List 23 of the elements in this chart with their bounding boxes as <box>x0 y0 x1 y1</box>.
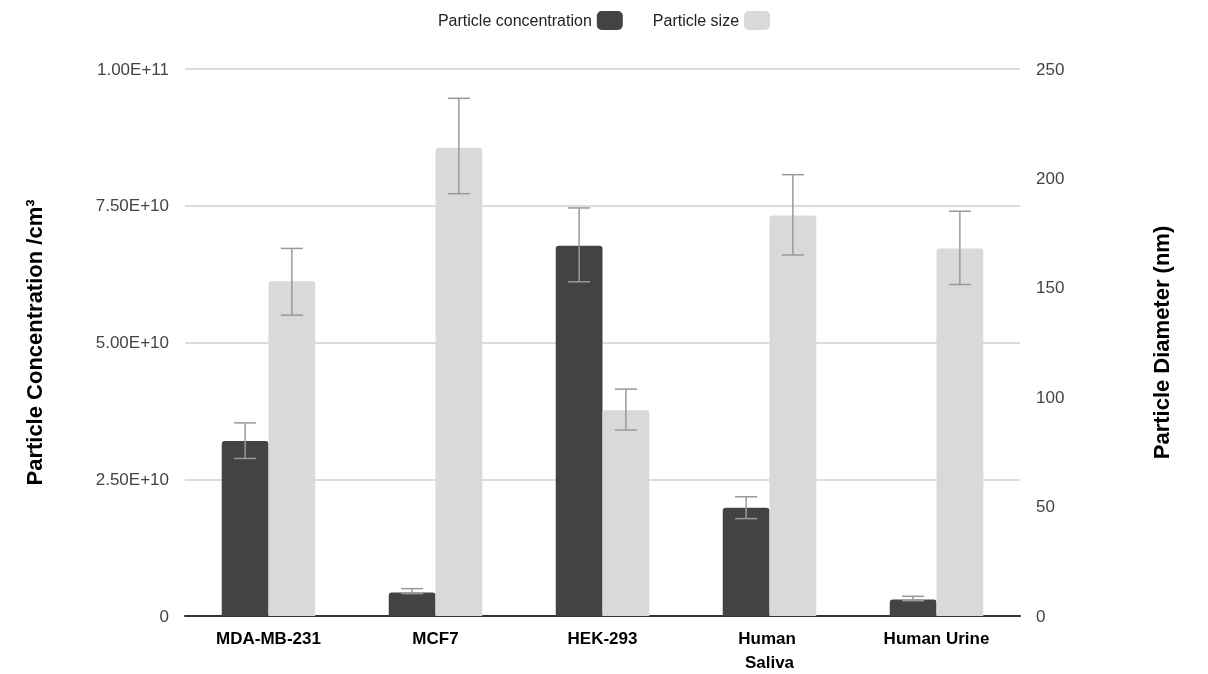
y-tick-label: 5.00E+10 <box>95 333 169 352</box>
y-axis-title: Particle Concentration /cm³ <box>21 199 47 486</box>
bar <box>889 599 937 616</box>
y2-tick-label: 0 <box>1036 606 1046 626</box>
bar <box>722 507 770 616</box>
y2-tick-label: 250 <box>1036 59 1065 79</box>
y2-tick-label: 200 <box>1036 168 1065 188</box>
bar <box>388 592 436 616</box>
x-tick-label: MCF7 <box>412 628 459 648</box>
y-tick-label: 0 <box>159 606 169 626</box>
legend-label: Particle size <box>652 12 740 29</box>
y2-tick-label: 100 <box>1036 387 1065 407</box>
y2-tick-label: 50 <box>1036 497 1055 517</box>
x-tick-label: Human Saliva <box>738 628 801 672</box>
y-tick-label: 1.00E+11 <box>96 59 169 79</box>
legend-label: Particle concentration <box>437 12 592 29</box>
y2-axis-title: Particle Diameter (nm) <box>1148 225 1174 460</box>
x-tick-label: MDA-MB-231 <box>216 628 321 648</box>
y-tick-label: 7.50E+10 <box>95 196 169 216</box>
x-tick-label: HEK-293 <box>567 628 638 648</box>
y-tick-label: 2.50E+10 <box>95 469 169 489</box>
x-tick-label: Human Urine <box>883 628 990 648</box>
y2-tick-label: 150 <box>1036 278 1065 298</box>
